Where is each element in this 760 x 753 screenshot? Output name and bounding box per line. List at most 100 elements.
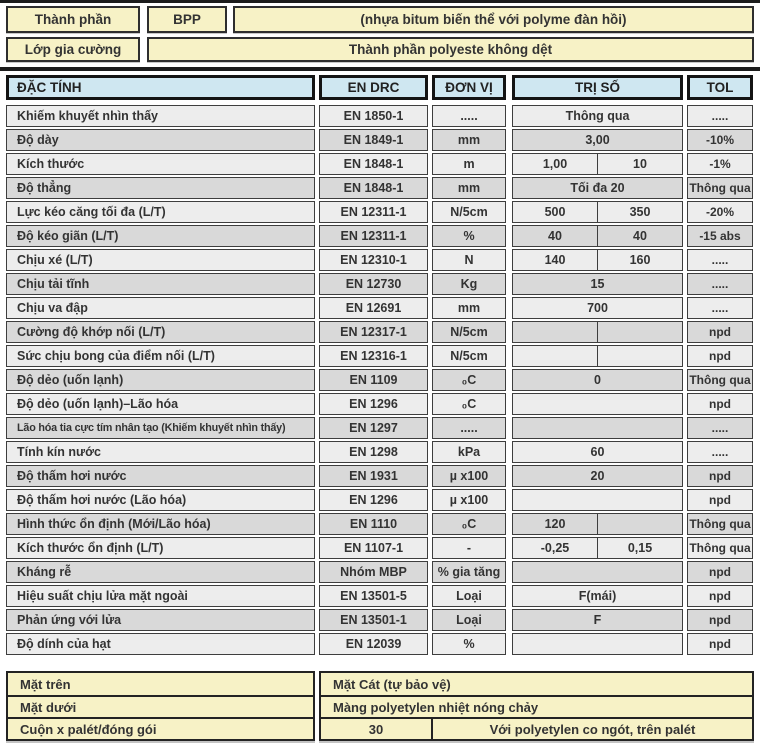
value-cell: F(mái)	[512, 585, 683, 607]
property-name-cell: Độ thấm hơi nước (Lão hóa)	[6, 489, 315, 511]
table-row: Chịu va đập EN 12691 mm 700.....	[6, 297, 754, 319]
header-divider-bar	[0, 67, 760, 71]
spec-table-body: Khiếm khuyết nhìn thấy EN 1850-1..... Thôn…	[6, 105, 754, 655]
value-longitudinal: 1,00	[542, 157, 568, 171]
property-name-cell: Khiếm khuyết nhìn thấy	[6, 105, 315, 127]
property-name-cell: Độ dày	[6, 129, 315, 151]
standard-cell: Nhóm MBP	[319, 561, 428, 583]
standard-cell: EN 12317-1	[319, 321, 428, 343]
bottom-surface-label: Mặt dưới	[8, 695, 313, 717]
property-name-cell: Cường độ khớp nối (L/T)	[6, 321, 315, 343]
unit-cell: .....	[432, 105, 506, 127]
table-row: Độ thấm hơi nước (Lão hóa) EN 1296 µ x100 n…	[6, 489, 754, 511]
packaging-value-row: 30 Với polyetylen co ngót, trên palét	[321, 717, 752, 739]
property-name-cell: Độ dính của hạt	[6, 633, 315, 655]
tolerance-cell: -1%	[687, 153, 753, 175]
top-surface-label: Mặt trên	[8, 673, 313, 695]
standard-cell: EN 12310-1	[319, 249, 428, 271]
table-row: Kích thước ổn định (L/T) EN 1107-1- -0,25 0…	[6, 537, 754, 559]
value-longitudinal: 120	[544, 517, 566, 531]
property-name-cell: Sức chịu bong của điểm nối (L/T)	[6, 345, 315, 367]
value-cell: Tối đa 20	[512, 177, 683, 199]
tolerance-cell: Thông qua	[687, 177, 753, 199]
value-longitudinal: 500	[544, 205, 566, 219]
standard-cell: EN 12691	[319, 297, 428, 319]
unit-cell: µ x100	[432, 465, 506, 487]
footer-labels-block: Mặt trên Mặt dưới Cuộn x palét/đóng gói	[6, 671, 315, 741]
property-name-cell: Tính kín nước	[6, 441, 315, 463]
standard-cell: EN 13501-5	[319, 585, 428, 607]
table-row: Lão hóa tia cực tím nhân tạo (Khiếm khuy…	[6, 417, 754, 439]
standard-cell: EN 1296	[319, 489, 428, 511]
tolerance-cell: .....	[687, 417, 753, 439]
header-property: ĐẶC TÍNH	[6, 75, 315, 100]
unit-cell: mm	[432, 297, 506, 319]
value-cell: 120	[512, 513, 683, 535]
value-cell	[512, 489, 683, 511]
table-row: Chịu xé (L/T) EN 12310-1 N 140 160.....	[6, 249, 754, 271]
header-standard: EN DRC	[319, 75, 428, 100]
table-row: Chịu tải tĩnh EN 12730 Kg 15.....	[6, 273, 754, 295]
top-surface-value: Mặt Cát (tự bảo vệ)	[321, 673, 752, 695]
tolerance-cell: npd	[687, 465, 753, 487]
value-transversal: 160	[597, 250, 682, 270]
composition-description: (nhựa bitum biến thể với polyme đàn hồi)	[233, 6, 754, 33]
unit-cell: m	[432, 153, 506, 175]
property-name-cell: Lực kéo căng tối đa (L/T)	[6, 201, 315, 223]
tolerance-cell: npd	[687, 393, 753, 415]
tolerance-cell: npd	[687, 633, 753, 655]
value-cell	[512, 417, 683, 439]
rolls-per-pallet-value: 30	[321, 719, 433, 739]
value-cell	[512, 633, 683, 655]
standard-cell: EN 1931	[319, 465, 428, 487]
tolerance-cell: npd	[687, 609, 753, 631]
value-transversal: 0,15	[597, 538, 682, 558]
value-longitudinal: 40	[548, 229, 562, 243]
tolerance-cell: Thông qua	[687, 513, 753, 535]
unit-cell: -	[432, 537, 506, 559]
tolerance-cell: .....	[687, 249, 753, 271]
reinforcement-label: Lớp gia cường	[6, 37, 140, 62]
tolerance-cell: -15 abs	[687, 225, 753, 247]
property-name-cell: Hiệu suất chịu lửa mặt ngoài	[6, 585, 315, 607]
footer-values-block: Mặt Cát (tự bảo vệ) Màng polyetylen nhiệ…	[319, 671, 754, 741]
value-cell: 500 350	[512, 201, 683, 223]
tolerance-cell: npd	[687, 585, 753, 607]
property-name-cell: Hình thức ổn định (Mới/Lão hóa)	[6, 513, 315, 535]
property-name-cell: Độ kéo giãn (L/T)	[6, 225, 315, 247]
packaging-description: Với polyetylen co ngót, trên palét	[489, 721, 696, 737]
unit-cell: .....	[432, 417, 506, 439]
table-row: Độ kéo giãn (L/T) EN 12311-1% 40 40 -15 abs	[6, 225, 754, 247]
unit-cell: N	[432, 249, 506, 271]
standard-cell: EN 13501-1	[319, 609, 428, 631]
value-transversal: 350	[597, 202, 682, 222]
standard-cell: EN 12311-1	[319, 201, 428, 223]
table-row: Độ dính của hạt EN 12039% npd	[6, 633, 754, 655]
table-row: Kích thước EN 1848-1 m 1,00 10 -1%	[6, 153, 754, 175]
unit-cell: mm	[432, 129, 506, 151]
property-name-cell: Phản ứng với lửa	[6, 609, 315, 631]
standard-cell: EN 1107-1	[319, 537, 428, 559]
reinforcement-row: Lớp gia cường Thành phần polyeste không …	[6, 37, 754, 62]
footer-section: Mặt trên Mặt dưới Cuộn x palét/đóng gói …	[6, 671, 754, 741]
material-info-section: Thành phần BPP (nhựa bitum biến thể với …	[0, 3, 760, 67]
unit-cell: N/5cm	[432, 345, 506, 367]
standard-cell: EN 1109	[319, 369, 428, 391]
standard-cell: EN 1298	[319, 441, 428, 463]
standard-cell: EN 1848-1	[319, 177, 428, 199]
property-name-cell: Độ dẻo (uốn lạnh)–Lão hóa	[6, 393, 315, 415]
value-cell: 60	[512, 441, 683, 463]
tolerance-cell: .....	[687, 105, 753, 127]
value-cell: 15	[512, 273, 683, 295]
table-row: Kháng rễ Nhóm MBP% gia tăng npd	[6, 561, 754, 583]
table-row: Độ dày EN 1849-1 mm 3,00 -10%	[6, 129, 754, 151]
tolerance-cell: -20%	[687, 201, 753, 223]
property-name-cell: Độ dẻo (uốn lạnh)	[6, 369, 315, 391]
property-name-cell: Chịu tải tĩnh	[6, 273, 315, 295]
value-longitudinal: 140	[544, 253, 566, 267]
tolerance-cell: .....	[687, 273, 753, 295]
value-cell: 700	[512, 297, 683, 319]
value-cell	[512, 321, 683, 343]
property-name-cell: Kích thước	[6, 153, 315, 175]
